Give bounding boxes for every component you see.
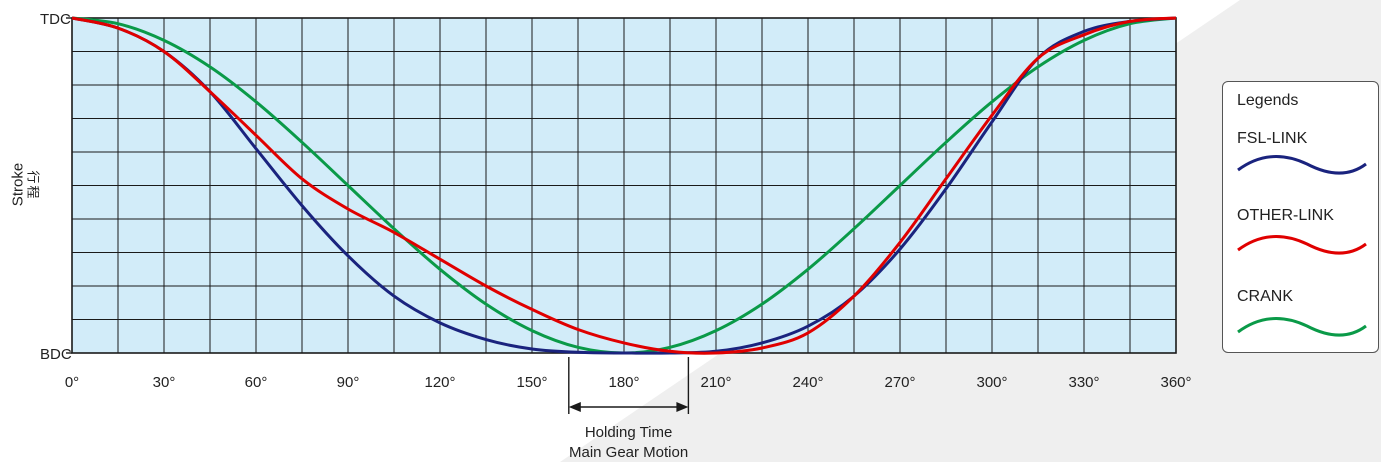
x-tick-label: 210° <box>700 374 731 391</box>
main-gear-motion-label: Main Gear Motion <box>569 444 688 461</box>
x-tick-label: 30° <box>153 374 176 391</box>
legend-swatch-crank <box>1237 317 1367 337</box>
legend: Legends FSL-LINK OTHER-LINK CRANK <box>1222 81 1379 353</box>
x-tick-label: 120° <box>424 374 455 391</box>
holding-arrow-right <box>676 402 689 412</box>
holding-time-annotation: Holding Time Main Gear Motion <box>568 357 690 461</box>
series-other-link <box>71 16 1177 355</box>
x-tick-label: 90° <box>337 374 360 391</box>
holding-time-label: Holding Time <box>585 424 673 441</box>
y-tick-bdc: BDC <box>40 346 72 363</box>
y-tick-tdc: TDC <box>40 11 71 28</box>
series-fsl-link <box>71 16 1177 355</box>
x-tick-label: 270° <box>884 374 915 391</box>
series-layer <box>71 16 1177 355</box>
x-tick-label: 180° <box>608 374 639 391</box>
x-tick-label: 60° <box>245 374 268 391</box>
x-tick-label: 150° <box>516 374 547 391</box>
x-tick-label: 0° <box>65 374 79 391</box>
legend-title: Legends <box>1237 92 1299 109</box>
legend-label-crank: CRANK <box>1237 288 1294 305</box>
legend-swatch-other-link <box>1237 235 1367 255</box>
x-axis: 0° 30° 60° 90° 120° 150° 180° 210° 240° 270° 300° 3… <box>65 374 1192 391</box>
legend-swatch-fsl-link <box>1237 155 1367 175</box>
y-axis-title-cn: 行程 <box>25 170 41 201</box>
x-tick-label: 330° <box>1068 374 1099 391</box>
legend-label-fsl-link: FSL-LINK <box>1237 130 1308 147</box>
legend-label-other-link: OTHER-LINK <box>1237 207 1334 224</box>
x-tick-label: 240° <box>792 374 823 391</box>
holding-arrow-left <box>568 402 581 412</box>
x-tick-label: 300° <box>976 374 1007 391</box>
x-tick-label: 360° <box>1160 374 1191 391</box>
